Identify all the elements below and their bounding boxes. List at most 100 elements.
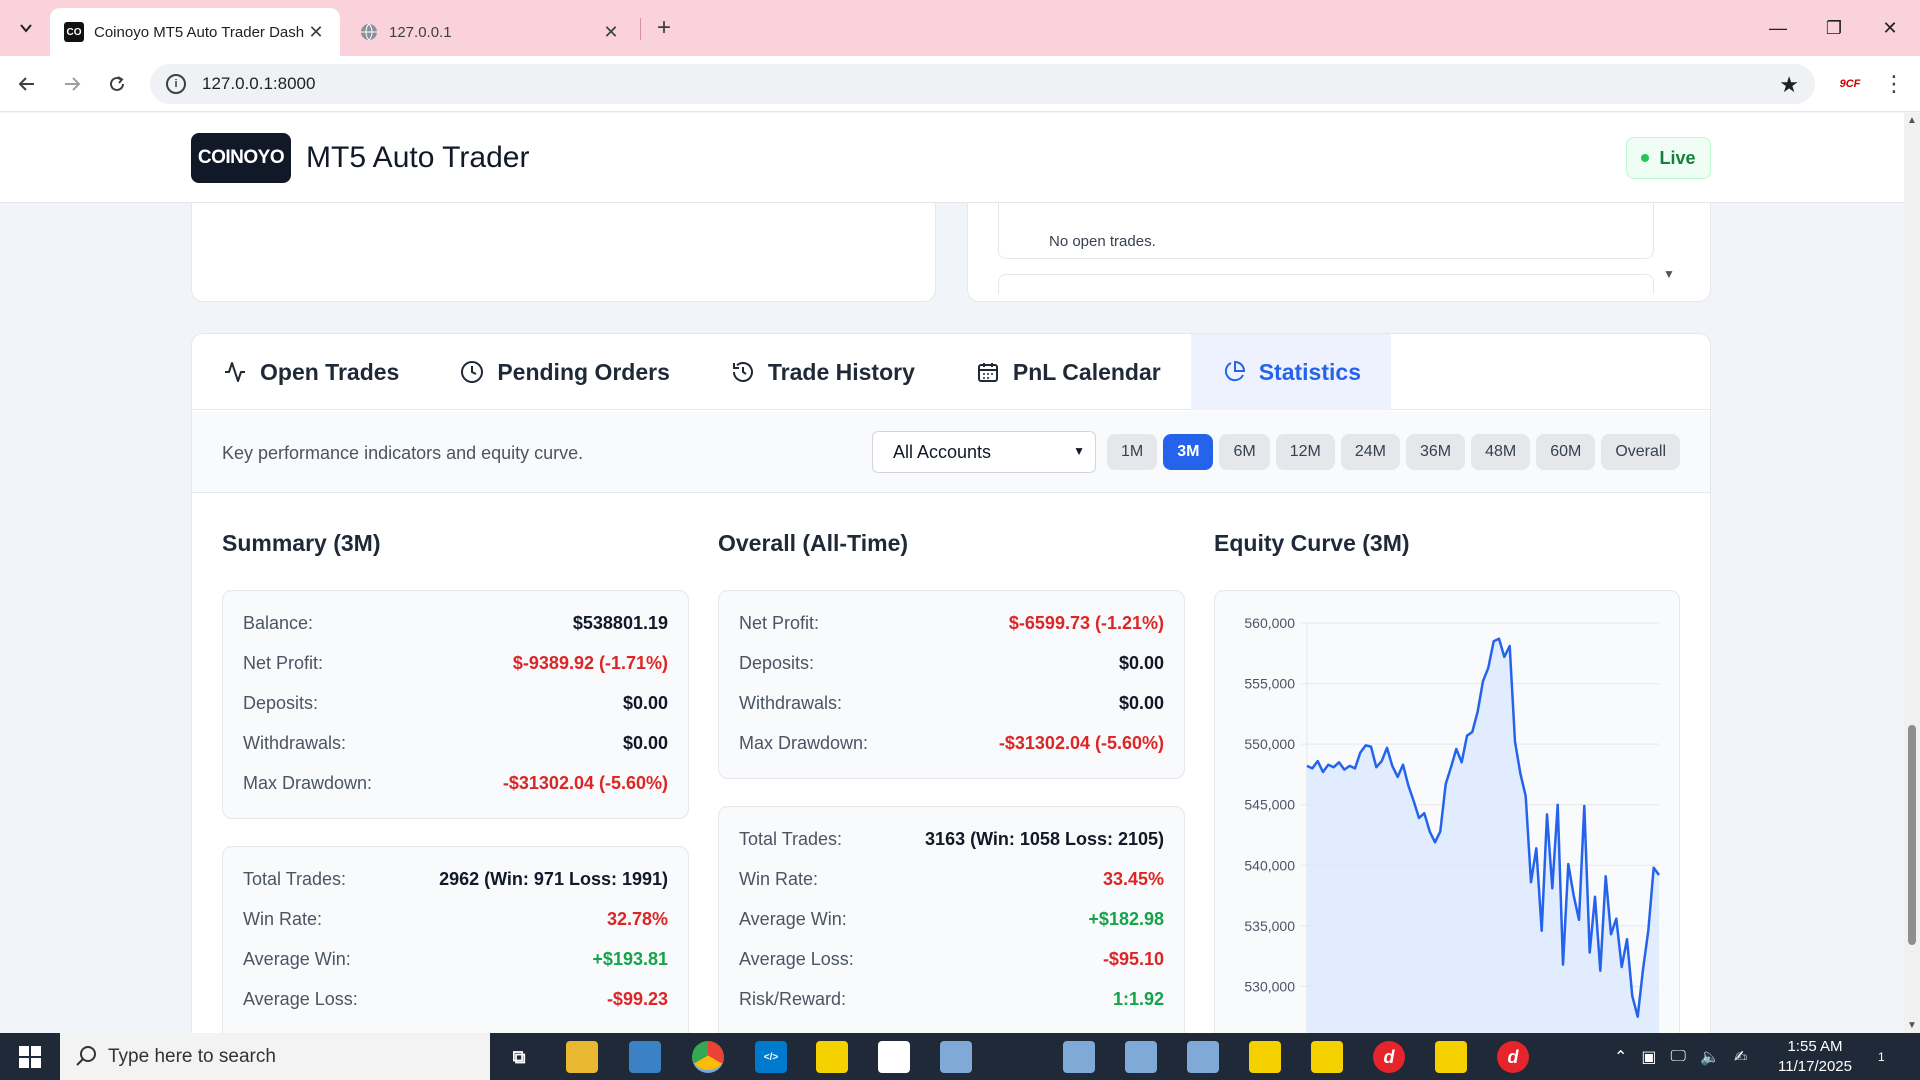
no-open-trades-text: No open trades. — [1049, 233, 1156, 250]
equity-title: Equity Curve (3M) — [1214, 530, 1410, 556]
app-icon-red[interactable]: d — [1497, 1041, 1529, 1073]
tab-title: Coinoyo MT5 Auto Trader Dash — [94, 23, 305, 41]
scroll-up-icon[interactable]: ▲ — [1907, 115, 1917, 126]
volume-icon[interactable]: 🔈 — [1699, 1048, 1720, 1066]
site-info-icon[interactable]: i — [166, 74, 186, 94]
tab-label: PnL Calendar — [1012, 358, 1161, 385]
search-icon — [76, 1045, 98, 1073]
notification-center-icon[interactable]: 1 — [1878, 1033, 1885, 1080]
tab-pending-orders[interactable]: Pending Orders — [429, 334, 700, 410]
app-icon-white[interactable] — [878, 1041, 910, 1073]
stat-value: 32.78% — [606, 909, 668, 929]
tab-pnl-calendar[interactable]: PnL Calendar — [945, 334, 1191, 410]
period-1m-button[interactable]: 1M — [1107, 434, 1158, 470]
coinoyo-logo[interactable]: COINOYO — [191, 133, 291, 183]
tab-favicon: CO — [64, 22, 84, 42]
file-manager-icon[interactable] — [629, 1041, 661, 1073]
chevron-down-icon: ▼ — [1073, 444, 1085, 458]
history-icon — [730, 359, 756, 385]
stat-row: Withdrawals: $0.00 — [739, 693, 1164, 713]
stat-row: Risk/Reward: 1:1.92 — [739, 989, 1164, 1009]
chevron-up-icon[interactable]: ⌃ — [1614, 1048, 1628, 1066]
clock-date: 11/17/2025 — [1778, 1058, 1852, 1075]
period-36m-button[interactable]: 36M — [1405, 434, 1466, 470]
tab-title: 127.0.0.1 — [389, 23, 452, 41]
stat-value: -$99.23 — [606, 989, 668, 1009]
period-6m-button[interactable]: 6M — [1219, 434, 1270, 470]
account-panel: No open trades. — [998, 154, 1654, 259]
back-button[interactable] — [11, 68, 43, 100]
status-dot — [1641, 154, 1650, 162]
stat-value: $538801.19 — [572, 613, 668, 633]
chrome-icon[interactable] — [692, 1041, 724, 1073]
period-3m-button[interactable]: 3M — [1163, 434, 1214, 470]
tab-open-trades[interactable]: Open Trades — [192, 334, 429, 410]
scroll-down-icon[interactable]: ▼ — [1663, 267, 1675, 281]
pen-icon[interactable]: ✍ — [1733, 1048, 1748, 1066]
stat-value: +$193.81 — [592, 949, 668, 969]
minimize-button[interactable]: — — [1769, 17, 1787, 38]
y-tick-label: 550,000 — [1244, 736, 1295, 752]
forward-button[interactable] — [56, 68, 88, 100]
windows-taskbar: Type here to search ⧉ </> d d ⌃ ▣ 🖵 🔈 ✍ … — [0, 1033, 1920, 1080]
scrollbar-thumb[interactable] — [1908, 725, 1916, 945]
summary-balance-box: Balance: $538801.19 Net Profit: $-9389.92 … — [222, 590, 689, 819]
stat-value: $0.00 — [622, 733, 668, 753]
security-icon[interactable]: ▣ — [1641, 1048, 1657, 1066]
app-header: COINOYO MT5 Auto Trader Live — [0, 113, 1904, 203]
stat-row: Deposits: $0.00 — [243, 693, 668, 713]
file-explorer-icon[interactable] — [566, 1041, 598, 1073]
account-select[interactable]: All Accounts ▼ — [872, 431, 1096, 473]
app-icon-yellow[interactable] — [816, 1041, 848, 1073]
app-icon-blue[interactable] — [1187, 1041, 1219, 1073]
stat-value: 3163 (Win: 1058 Loss: 2105) — [925, 829, 1164, 849]
period-48m-button[interactable]: 48M — [1471, 434, 1531, 470]
app-icon-blue[interactable] — [940, 1041, 972, 1073]
tab-statistics[interactable]: Statistics — [1190, 334, 1391, 410]
app-icon-blue[interactable] — [1125, 1041, 1157, 1073]
browser-tab[interactable]: 127.0.0.1 ✕ — [345, 8, 635, 56]
close-window-button[interactable]: ✕ — [1882, 17, 1898, 38]
taskbar-search[interactable]: Type here to search — [60, 1033, 490, 1080]
app-icon-yellow[interactable] — [1249, 1041, 1281, 1073]
stat-row: Balance: $538801.19 — [243, 613, 668, 633]
stat-value: -$31302.04 (-5.60%) — [998, 733, 1164, 753]
app-icon-red[interactable]: d — [1373, 1041, 1405, 1073]
stat-value: $-9389.92 (-1.71%) — [512, 653, 668, 673]
app-icon-yellow[interactable] — [1435, 1041, 1467, 1073]
network-icon[interactable]: 🖵 — [1670, 1047, 1686, 1065]
arrow-right-icon — [65, 77, 81, 91]
app-icon-blue[interactable] — [1063, 1041, 1095, 1073]
period-12m-button[interactable]: 12M — [1275, 434, 1335, 470]
extension-icon[interactable]: 9CF — [1839, 78, 1861, 90]
new-tab-button[interactable]: + — [656, 14, 671, 41]
equity-area — [1307, 638, 1659, 1033]
y-tick-label: 540,000 — [1244, 857, 1295, 873]
app-icon-yellow[interactable] — [1311, 1041, 1343, 1073]
restore-button[interactable]: ❐ — [1825, 17, 1843, 38]
taskbar-clock[interactable]: 1:55 AM 11/17/2025 — [1760, 1037, 1870, 1077]
tab-trade-history[interactable]: Trade History — [700, 334, 945, 410]
reload-button[interactable] — [101, 68, 133, 100]
start-button[interactable] — [0, 1033, 60, 1080]
vscode-icon[interactable]: </> — [755, 1041, 787, 1073]
task-view-icon[interactable]: ⧉ — [512, 1046, 526, 1067]
scroll-down-icon[interactable]: ▼ — [1907, 1020, 1917, 1031]
period-60m-button[interactable]: 60M — [1536, 434, 1596, 470]
bookmark-star-icon[interactable]: ★ — [1779, 72, 1799, 97]
stat-row: Win Rate: 32.78% — [243, 909, 668, 929]
close-tab-icon[interactable]: ✕ — [603, 21, 619, 42]
address-bar[interactable]: i 127.0.0.1:8000 ★ — [150, 64, 1815, 104]
browser-tab-active[interactable]: CO Coinoyo MT5 Auto Trader Dash ✕ — [50, 8, 340, 56]
page-scrollbar[interactable]: ▲ ▼ — [1904, 113, 1920, 1033]
globe-icon — [359, 22, 379, 42]
period-24m-button[interactable]: 24M — [1340, 434, 1400, 470]
browser-menu-button[interactable]: ⋮ — [1883, 71, 1905, 96]
tab-search-button[interactable] — [10, 12, 42, 44]
close-tab-icon[interactable]: ✕ — [308, 21, 324, 42]
clock-time: 1:55 AM — [1787, 1038, 1843, 1055]
live-status-badge: Live — [1626, 137, 1711, 179]
browser-toolbar: i 127.0.0.1:8000 ★ 9CF ⋮ — [0, 56, 1920, 112]
stat-row: Deposits: $0.00 — [739, 653, 1164, 673]
period-overall-button[interactable]: Overall — [1601, 434, 1681, 470]
